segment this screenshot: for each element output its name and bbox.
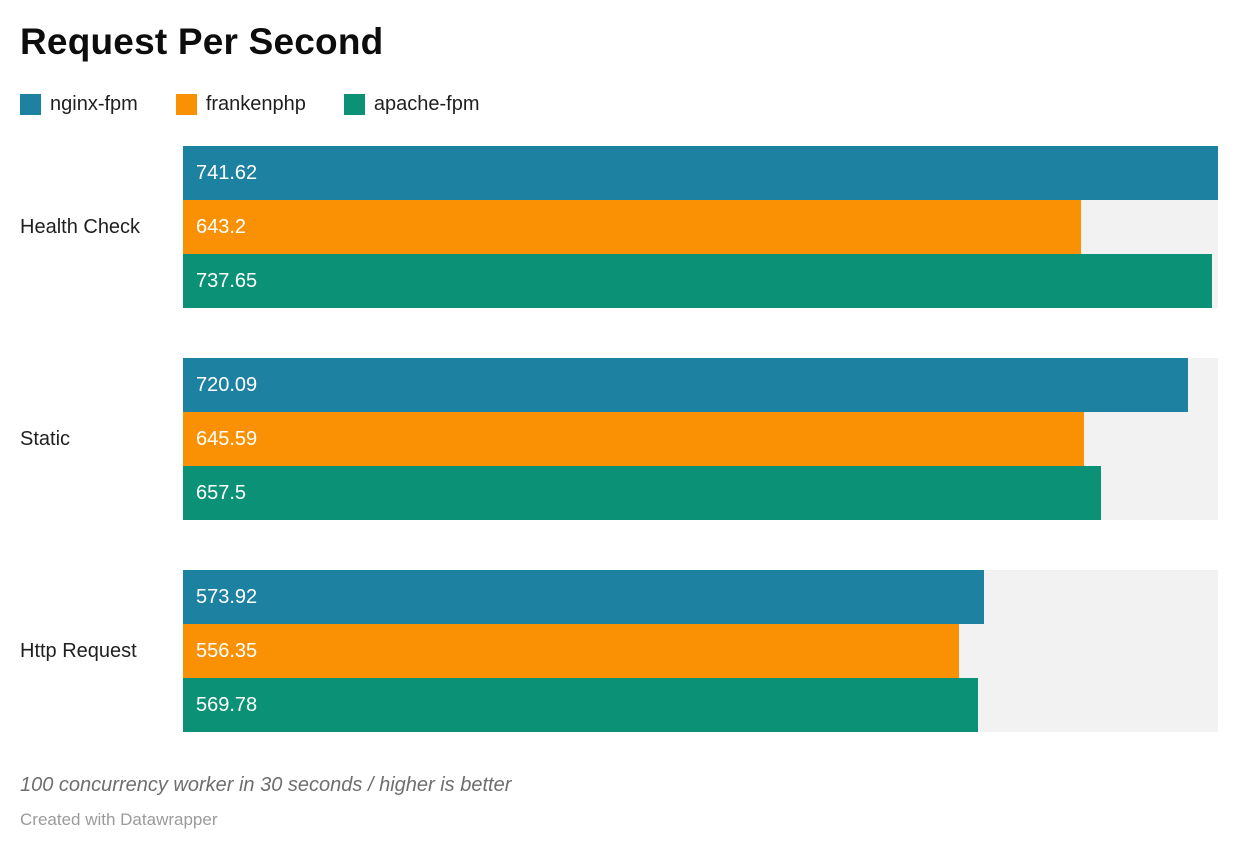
category-label: Health Check xyxy=(20,215,141,238)
bar-value-label: 643.2 xyxy=(196,215,247,238)
chart-note: 100 concurrency worker in 30 seconds / h… xyxy=(20,774,512,797)
bar-nginx-fpm: 573.92 xyxy=(183,570,984,625)
bar-value-label: 720.09 xyxy=(196,373,258,396)
bar-value-label: 741.62 xyxy=(196,161,258,184)
legend: nginx-fpm frankenphp apache-fpm xyxy=(20,92,1218,116)
bar-value-label: 569.78 xyxy=(196,693,258,716)
category-group: Http Request 573.92 556.35 569.78 xyxy=(20,570,1218,733)
bar-value-label: 737.65 xyxy=(196,269,258,292)
bar-frankenphp: 556.35 xyxy=(183,624,960,679)
category-label: Static xyxy=(20,427,71,450)
category-label: Http Request xyxy=(20,639,137,662)
bar-frankenphp: 645.59 xyxy=(183,412,1084,467)
datawrapper-attribution-link[interactable]: Created with Datawrapper xyxy=(20,810,218,830)
bar-value-label: 556.35 xyxy=(196,639,258,662)
bar-value-label: 573.92 xyxy=(196,585,258,608)
category-group: Health Check 741.62 643.2 737.65 xyxy=(20,146,1218,309)
legend-label: frankenphp xyxy=(205,92,306,115)
legend-item-frankenphp: frankenphp xyxy=(175,92,306,116)
bar-track: 741.62 643.2 737.65 xyxy=(183,146,1218,309)
legend-swatch-icon xyxy=(175,93,197,115)
legend-item-nginx-fpm: nginx-fpm xyxy=(20,93,138,116)
legend-item-apache-fpm: apache-fpm xyxy=(343,92,480,116)
category-group: Static 720.09 645.59 657.5 xyxy=(20,358,1218,521)
bar-track: 573.92 556.35 569.78 xyxy=(183,570,1218,733)
bar-track: 720.09 645.59 657.5 xyxy=(183,358,1218,521)
bar-value-label: 645.59 xyxy=(196,427,258,450)
bar-nginx-fpm: 741.62 xyxy=(183,146,1218,201)
bar-frankenphp: 643.2 xyxy=(183,200,1081,255)
chart-title: Request Per Second xyxy=(20,21,384,62)
legend-label: nginx-fpm xyxy=(50,92,138,115)
bar-nginx-fpm: 720.09 xyxy=(183,358,1188,413)
bar-apache-fpm: 569.78 xyxy=(183,678,979,733)
bar-apache-fpm: 737.65 xyxy=(183,254,1213,309)
bar-chart: Health Check 741.62 643.2 737.65 Static 720.0… xyxy=(20,146,1218,733)
bar-value-label: 657.5 xyxy=(196,481,247,504)
legend-swatch-icon xyxy=(343,93,365,115)
legend-swatch-icon xyxy=(20,93,41,115)
legend-label: apache-fpm xyxy=(373,92,480,115)
bar-apache-fpm: 657.5 xyxy=(183,466,1101,521)
